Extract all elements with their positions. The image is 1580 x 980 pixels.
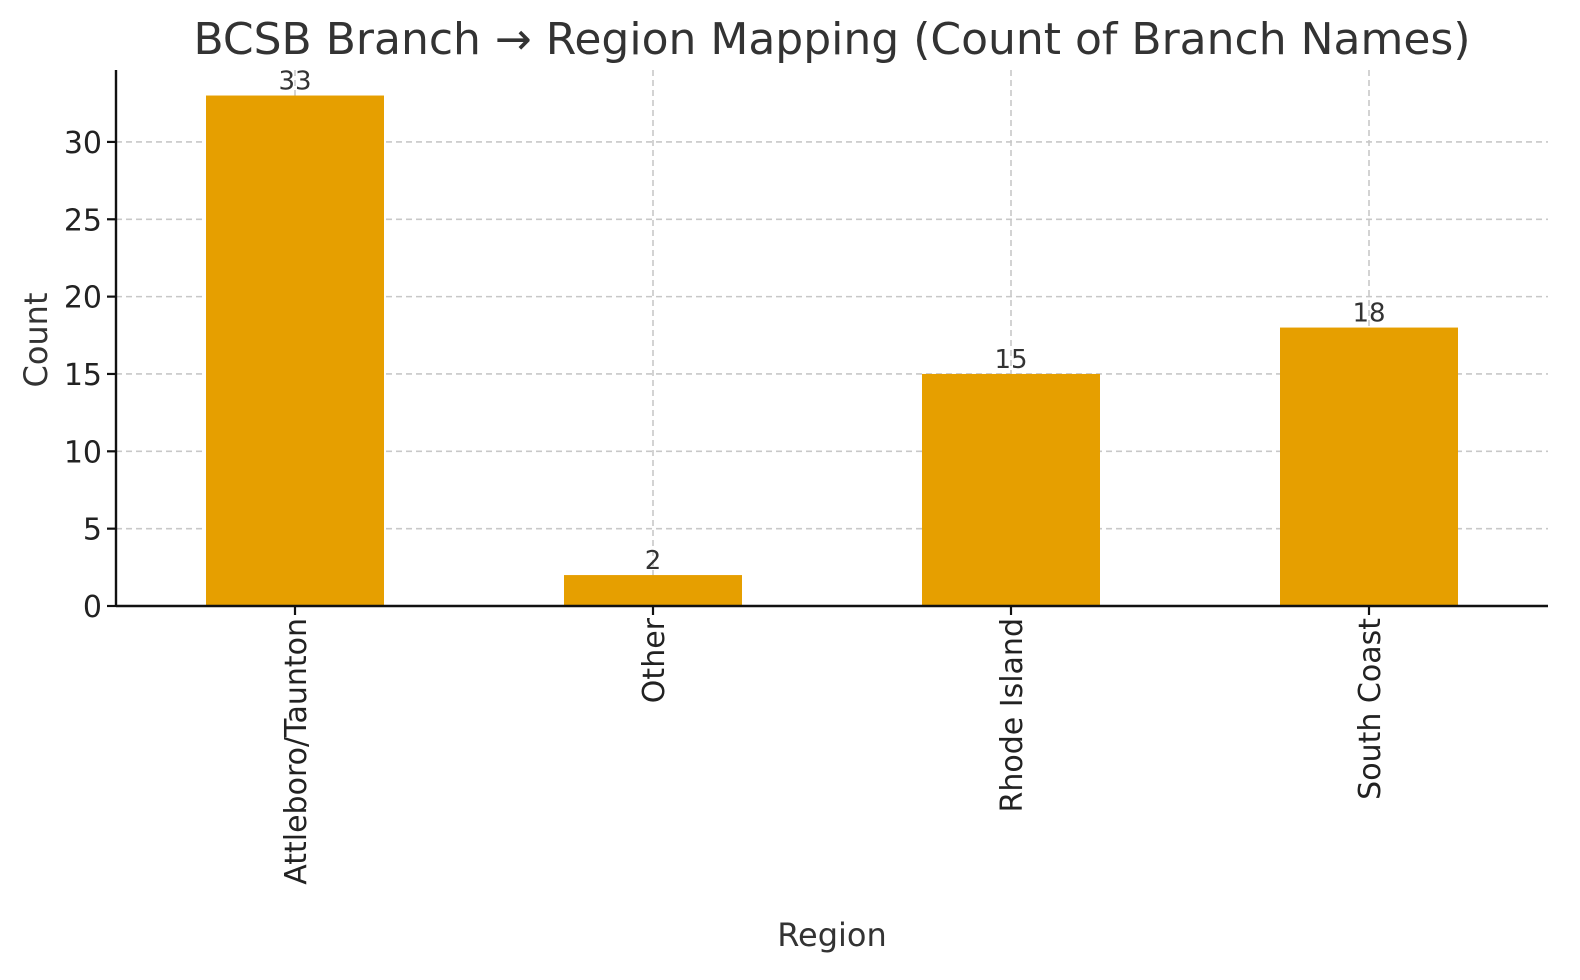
x-axis-label: Region bbox=[777, 916, 887, 954]
bar-value-label: 18 bbox=[1352, 299, 1385, 329]
bar-layer bbox=[206, 95, 1458, 607]
x-tick-label: Rhode Island bbox=[995, 618, 1030, 813]
y-tick-label: 0 bbox=[83, 590, 102, 625]
y-tick-label: 5 bbox=[83, 513, 102, 548]
bar bbox=[206, 95, 384, 607]
y-axis-label: Count bbox=[17, 292, 55, 387]
bar-value-label: 2 bbox=[645, 546, 662, 576]
y-tick-label: 25 bbox=[64, 203, 102, 238]
y-tick-label: 15 bbox=[64, 358, 102, 393]
y-tick-label: 20 bbox=[64, 281, 102, 316]
bar bbox=[1280, 327, 1458, 606]
bar-value-label: 15 bbox=[994, 345, 1027, 375]
y-tick-label: 30 bbox=[64, 126, 102, 161]
bar bbox=[564, 575, 742, 606]
x-tick-label: Other bbox=[637, 617, 672, 703]
bar bbox=[922, 373, 1100, 606]
y-tick-label: 10 bbox=[64, 435, 102, 470]
chart-title: BCSB Branch → Region Mapping (Count of B… bbox=[193, 14, 1470, 65]
axis-layer bbox=[107, 70, 1548, 615]
x-tick-label: Attleboro/Taunton bbox=[279, 618, 314, 885]
label-layer: 0 5 10 15 20 25 30 33 Attleboro/Taunton 2 Other 15 R… bbox=[64, 67, 1388, 885]
bar-value-label: 33 bbox=[278, 67, 311, 97]
x-tick-label: South Coast bbox=[1353, 618, 1388, 800]
